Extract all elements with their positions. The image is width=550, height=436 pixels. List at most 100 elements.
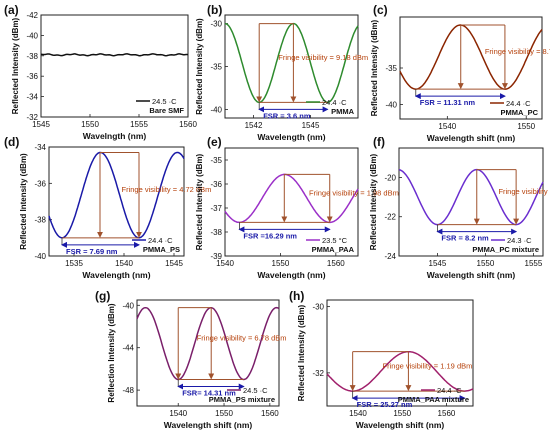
y-tick-label: -40 — [122, 301, 134, 310]
y-tick-label: -34 — [26, 93, 38, 102]
x-axis-label: Wavelength shift (nm) — [427, 270, 516, 280]
y-axis-label: Reflected Intensity (dBm) — [19, 153, 28, 250]
x-tick-label: 1550 — [81, 120, 99, 129]
x-tick-label: 1545 — [165, 259, 183, 268]
spectrum-line — [399, 24, 543, 90]
x-tick-label: 1560 — [327, 259, 345, 268]
x-tick-label: 1550 — [393, 409, 411, 418]
fringe-visibility-label: Fringe visibility = 1.98 dBm — [309, 188, 399, 197]
y-tick-label: -40 — [210, 105, 222, 114]
x-tick-label: 1540 — [438, 122, 456, 131]
spectrum-line — [40, 53, 189, 57]
y-axis-label: Reflected Intensity (dBm) — [370, 19, 379, 116]
y-tick-label: -39 — [210, 252, 222, 261]
y-tick-label: -38 — [210, 228, 222, 237]
y-tick-label: -40 — [34, 252, 46, 261]
plot-frame — [326, 299, 474, 407]
y-tick-label: -48 — [122, 386, 134, 395]
panel-tag: (f) — [373, 135, 385, 149]
y-tick-label: -42 — [26, 11, 38, 20]
plot-frame — [40, 14, 189, 118]
y-tick-label: -44 — [122, 344, 134, 353]
y-tick-label: -22 — [384, 213, 396, 222]
panel: (g) 1540 1550 1560 -48 -44 -40 Wavelength shift… — [95, 289, 287, 430]
y-tick-label: -35 — [385, 64, 397, 73]
panel: (c) 1540 1550 -40 -35 Wavelength shift (nm) Re… — [370, 3, 550, 143]
y-tick-label: -34 — [34, 143, 46, 152]
legend-entry: 24.4 ·C — [506, 99, 531, 108]
legend-entry: 24.5 ·C — [152, 97, 177, 106]
x-axis-label: Wavelength shift (nm) — [164, 420, 253, 430]
x-tick-label: 1535 — [65, 259, 83, 268]
panel: (e) 1540 1550 1560 -39 -38 -37 -36 -35 Wavelength… — [195, 135, 399, 280]
fringe-visibility-label: Fringe visibility = 8.79 dBm — [485, 47, 550, 56]
x-tick-label: 1555 — [525, 259, 543, 268]
fsr-label: FSR = 11.31 nm — [420, 98, 476, 107]
y-tick-label: -38 — [34, 216, 46, 225]
sample-name: PMMA_PAA — [312, 245, 355, 254]
spectrum-line — [224, 173, 359, 224]
y-tick-label: -30 — [210, 20, 222, 29]
x-tick-label: 1540 — [349, 409, 367, 418]
panel: (f) 1545 1550 1555 -24 -22 -20 Wavelength shift… — [369, 135, 550, 280]
y-tick-label: -36 — [34, 179, 46, 188]
sample-name: PMMA_PS — [143, 245, 180, 254]
panel: (h) 1540 1550 1560 -32 -30 Wavelength shift (n… — [289, 289, 474, 430]
fsr-label: FSR = 25.27 nm — [357, 400, 413, 409]
panel-tag: (a) — [4, 3, 19, 17]
plot-frame — [48, 146, 185, 257]
panel-tag: (e) — [207, 135, 222, 149]
y-axis-label: Reflection Intensity (dBm) — [107, 303, 116, 402]
panel-tag: (b) — [207, 3, 222, 17]
y-tick-label: -20 — [384, 173, 396, 182]
plot-frame — [224, 147, 359, 257]
y-axis-label: Reflected Intensity (dBm) — [369, 153, 378, 250]
panel: (d) 1535 1540 1545 -40 -38 -36 -34 Wavelength (n… — [4, 135, 211, 280]
plot-frame — [398, 147, 544, 257]
spectrum-line — [48, 151, 185, 239]
legend-entry: 23.5 °C — [322, 236, 348, 245]
x-axis-label: Wavelength shift (nm) — [427, 133, 516, 143]
sample-name: PMMA_PAA mixture — [398, 395, 469, 404]
sample-name: PMMA_PC mixture — [472, 245, 539, 254]
panel: (a) 1545 1550 1555 1560 -42 -40 -38 -36 -34 -32 Wav… — [4, 3, 197, 141]
y-tick-label: -40 — [26, 31, 38, 40]
y-tick-label: -38 — [26, 52, 38, 61]
y-tick-label: -35 — [210, 156, 222, 165]
sample-name: PMMA_PS mixture — [209, 395, 275, 404]
legend-entry: 24.4 ·C — [148, 236, 173, 245]
y-tick-label: -36 — [210, 180, 222, 189]
x-tick-label: 1542 — [245, 121, 263, 130]
y-tick-label: -32 — [312, 369, 324, 378]
y-axis-label: Reflected Intensity (dBm) — [297, 304, 306, 401]
fringe-visibility-label: Fringe visibility = 9.18 dBm — [278, 53, 368, 62]
x-axis-label: Wavelength shift (nm) — [356, 420, 445, 430]
sample-name: PMMA — [331, 107, 354, 116]
y-axis-label: Reflected Intensity (dBm) — [195, 153, 204, 250]
x-tick-label: 1560 — [438, 409, 456, 418]
x-tick-label: 1555 — [130, 120, 148, 129]
fsr-label: FSR = 8.2 nm — [441, 234, 489, 243]
panel-tag: (d) — [4, 135, 19, 149]
x-tick-label: 1540 — [169, 409, 187, 418]
x-tick-label: 1545 — [302, 121, 320, 130]
y-tick-label: -36 — [26, 72, 38, 81]
x-tick-label: 1560 — [261, 409, 279, 418]
fringe-visibility-label: Fringe visibility = 1.19 dBm — [383, 361, 473, 370]
x-tick-label: 1540 — [216, 259, 234, 268]
panel-tag: (h) — [289, 289, 304, 303]
x-axis-label: Wavelength (nm) — [257, 132, 325, 142]
fsr-label: FSR= 14.31 nm — [182, 389, 236, 398]
y-tick-label: -32 — [26, 113, 38, 122]
x-tick-label: 1545 — [429, 259, 447, 268]
x-axis-label: Wavelength (nm) — [82, 270, 150, 280]
plot-frame — [136, 299, 280, 407]
legend-entry: 24.5 ·C — [243, 386, 268, 395]
x-tick-label: 1550 — [272, 259, 290, 268]
legend-entry: 24.4 ·C — [322, 98, 347, 107]
legend-entry: 24.3 ·C — [507, 236, 532, 245]
y-tick-label: -37 — [210, 204, 222, 213]
panel-tag: (c) — [373, 3, 388, 17]
panel-tag: (g) — [95, 289, 110, 303]
